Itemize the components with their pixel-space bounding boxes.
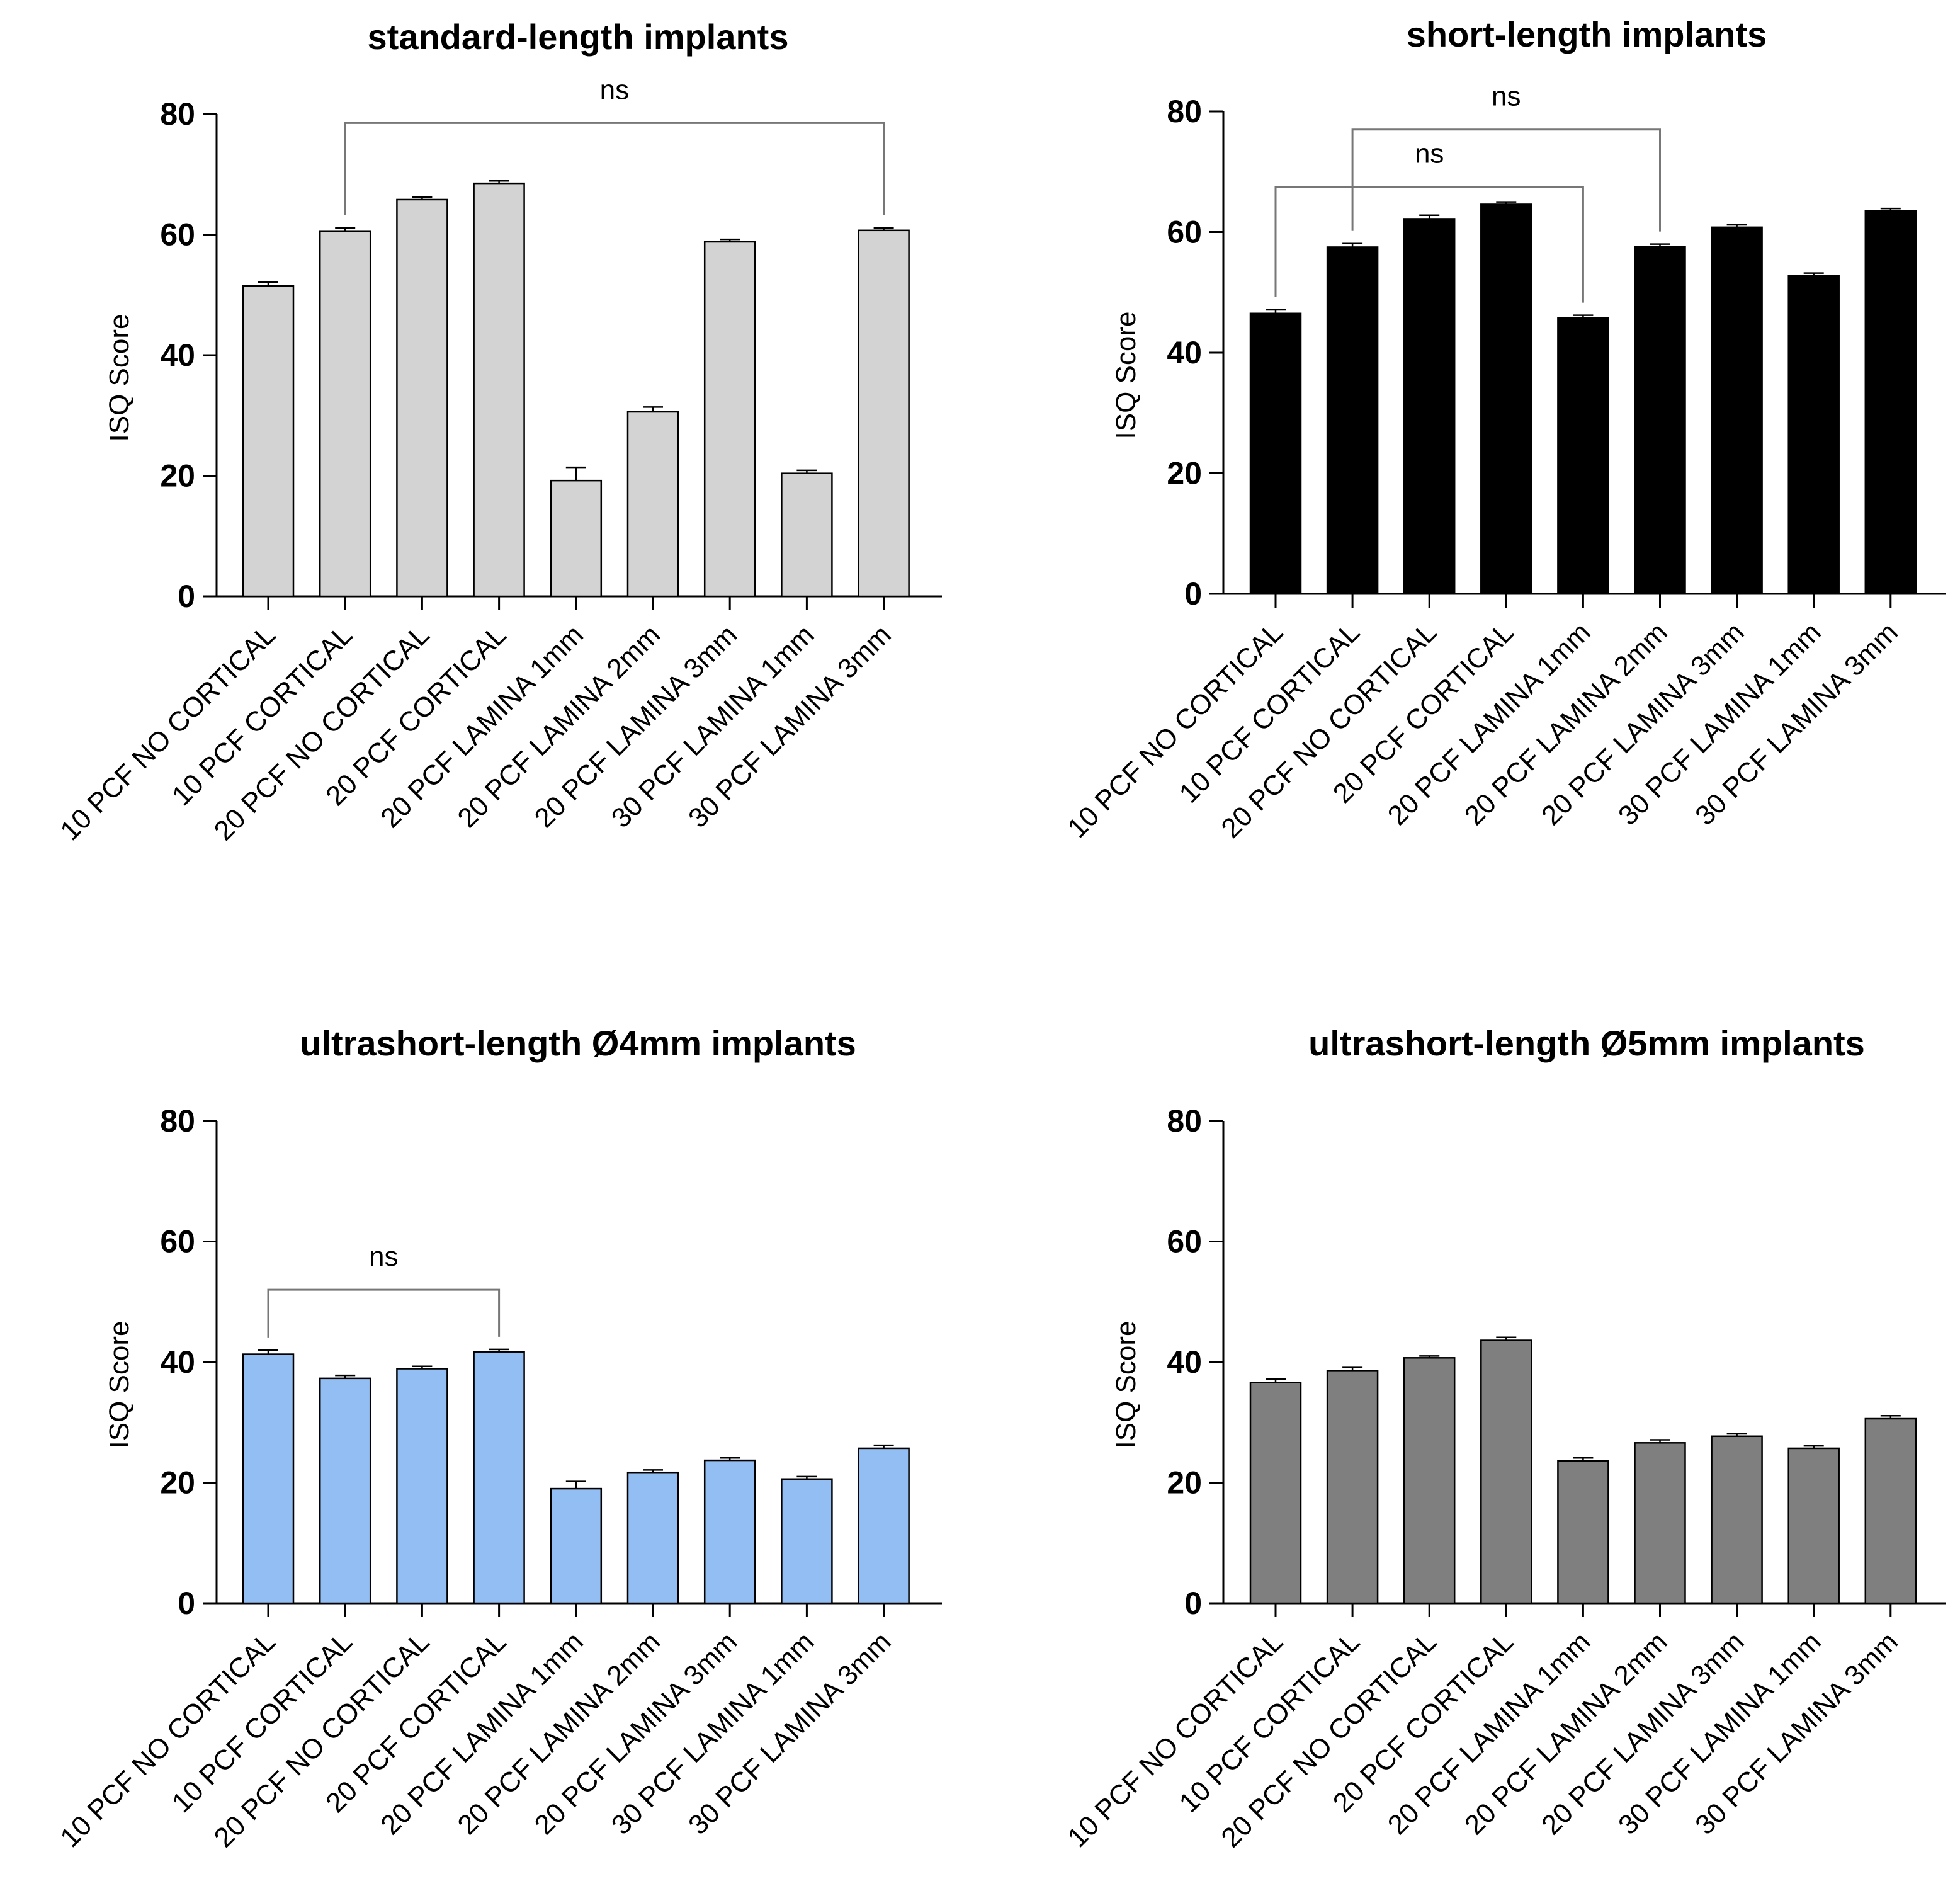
bar — [703, 241, 756, 598]
y-tick-label: 40 — [1167, 1344, 1202, 1380]
y-tick-label: 0 — [1184, 1586, 1202, 1621]
significance-label: ns — [1492, 81, 1521, 112]
chart-panel-3: ultrashort-length Ø4mm implants 0 20 40 60 80… — [54, 1023, 942, 1853]
y-tick-label: 0 — [1184, 576, 1202, 611]
y-axis-label: ISQ Score — [1111, 312, 1141, 440]
y-tick-label: 80 — [160, 1103, 195, 1139]
bar — [1634, 246, 1686, 595]
significance-bracket — [344, 122, 885, 215]
chart-panel-1: standard-length implants 0 20 40 60 80 ISQ Sco… — [54, 17, 942, 846]
bar — [1326, 1370, 1379, 1605]
y-tick-label: 60 — [1167, 1224, 1202, 1259]
bar — [473, 182, 525, 598]
bar — [626, 1471, 679, 1605]
bar — [1326, 246, 1379, 595]
significance-bracket — [1274, 186, 1584, 303]
y-tick-label: 40 — [160, 338, 195, 373]
y-axis-label: ISQ Score — [104, 1321, 135, 1449]
bar — [396, 198, 448, 598]
significance-label: ns — [369, 1241, 398, 1272]
bar — [319, 1377, 371, 1605]
y-tick-label: 40 — [1167, 335, 1202, 370]
bar — [396, 1368, 448, 1605]
bar — [1403, 1357, 1456, 1605]
y-tick-label: 80 — [160, 96, 195, 132]
bar — [1864, 1417, 1917, 1605]
bar — [1249, 1382, 1302, 1605]
bar — [550, 479, 603, 598]
y-tick-label: 80 — [1167, 94, 1202, 129]
y-axis-label: ISQ Score — [1111, 1321, 1141, 1449]
bar — [1634, 1442, 1686, 1605]
significance-bracket — [267, 1288, 501, 1338]
bar — [242, 1353, 295, 1605]
bar — [1864, 210, 1917, 595]
significance-label: ns — [1415, 139, 1444, 169]
bar — [703, 1459, 756, 1605]
y-tick-label: 20 — [1167, 1465, 1202, 1501]
bar — [1557, 317, 1609, 595]
bar — [1403, 218, 1456, 595]
bar — [1787, 275, 1840, 595]
bar — [626, 411, 679, 598]
y-tick-label: 40 — [160, 1344, 195, 1380]
significance-label: ns — [600, 74, 629, 105]
y-tick-label: 20 — [160, 458, 195, 494]
chart-title: standard-length implants — [368, 17, 789, 57]
bar — [1557, 1460, 1609, 1605]
bar — [1249, 312, 1302, 595]
bar — [781, 1478, 833, 1605]
chart-panel-4: ultrashort-length Ø5mm implants 0 20 40 60 80… — [1062, 1023, 1946, 1853]
bar — [781, 472, 833, 598]
bar — [1711, 1435, 1763, 1605]
chart-title: ultrashort-length Ø4mm implants — [300, 1023, 856, 1063]
bar — [550, 1487, 603, 1605]
bar — [1787, 1447, 1840, 1605]
y-tick-label: 60 — [160, 217, 195, 253]
bar — [1711, 226, 1763, 595]
bar — [473, 1351, 525, 1605]
bar — [319, 230, 371, 598]
bar — [858, 1447, 910, 1605]
y-tick-label: 20 — [160, 1465, 195, 1501]
bar — [1480, 203, 1532, 595]
significance-bracket — [1351, 128, 1661, 232]
bar — [858, 229, 910, 598]
y-tick-label: 0 — [178, 579, 195, 614]
chart-title: short-length implants — [1407, 14, 1767, 54]
y-tick-label: 20 — [1167, 456, 1202, 491]
y-tick-label: 60 — [1167, 215, 1202, 250]
bar — [1480, 1339, 1532, 1605]
y-tick-label: 0 — [178, 1586, 195, 1621]
bar — [242, 285, 295, 598]
chart-title: ultrashort-length Ø5mm implants — [1308, 1023, 1865, 1063]
y-axis-label: ISQ Score — [104, 314, 135, 442]
y-tick-label: 60 — [160, 1224, 195, 1259]
y-tick-label: 80 — [1167, 1103, 1202, 1139]
